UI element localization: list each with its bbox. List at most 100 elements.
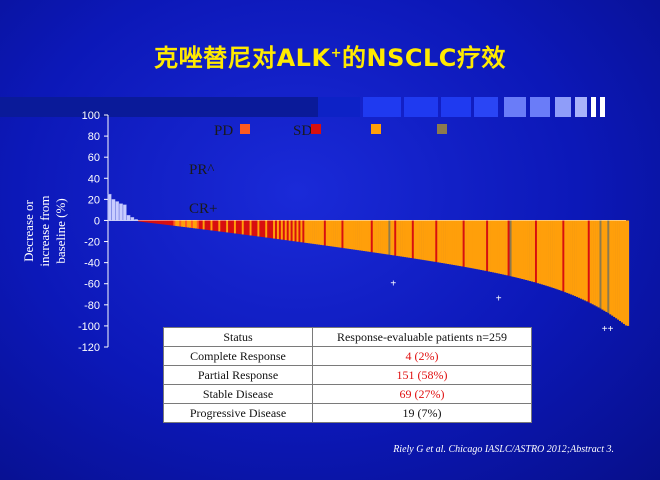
bar-waterfall (368, 220, 372, 252)
bar-waterfall (570, 220, 573, 295)
bar-waterfall (145, 220, 149, 223)
bar-waterfall (312, 220, 315, 244)
citation: Riely G et al. Chicago IASLC/ASTRO 2012;… (393, 444, 614, 455)
bar-waterfall (253, 220, 256, 236)
bar-waterfall (499, 220, 503, 274)
bar-waterfall (427, 220, 430, 261)
bar-waterfall (574, 220, 577, 297)
bar-waterfall (362, 220, 366, 251)
bar-waterfall (308, 220, 311, 244)
bar-waterfall (206, 220, 209, 230)
bar-waterfall (226, 220, 229, 233)
bar-waterfall (617, 220, 620, 320)
bar-waterfall (392, 220, 395, 256)
table-cell-status: Stable Disease (163, 384, 313, 404)
bar-waterfall (624, 220, 628, 326)
bar-waterfall (536, 220, 540, 284)
bar-waterfall (183, 220, 186, 228)
bar-pd (134, 219, 138, 221)
bar-waterfall (439, 220, 442, 263)
bar-waterfall (441, 220, 444, 264)
bar-waterfall (247, 220, 250, 236)
bar-pd (119, 203, 123, 221)
bar-waterfall (425, 220, 428, 261)
bar-waterfall (456, 220, 460, 266)
bar-waterfall (290, 220, 293, 241)
table-row: Complete Response 4 (2%) (163, 346, 532, 366)
bar-waterfall (345, 220, 348, 249)
bar-waterfall (480, 220, 483, 270)
bar-waterfall (161, 220, 164, 225)
y-tick-label: 60 (88, 152, 100, 164)
bar-waterfall (554, 220, 557, 289)
bar-waterfall (233, 220, 237, 234)
bar-waterfall (321, 220, 325, 246)
bar-waterfall (188, 220, 192, 228)
bar-waterfall (478, 220, 481, 270)
chart-annotations: PR^ CR+ (189, 162, 217, 217)
chart-legend: PD SD (214, 123, 447, 139)
bar-waterfall (490, 220, 493, 272)
bar-waterfall (419, 220, 422, 260)
bar-waterfall (323, 220, 327, 246)
y-tick-label: 40 (88, 173, 100, 185)
bar-pd (130, 217, 135, 221)
bar-waterfall (265, 220, 268, 238)
bar-waterfall (364, 220, 368, 252)
bar-waterfall (333, 220, 336, 247)
bar-waterfall (153, 220, 157, 224)
bar-waterfall (165, 220, 168, 225)
bar-waterfall (255, 220, 258, 237)
bar-waterfall (560, 220, 563, 291)
bar-waterfall (447, 220, 450, 264)
bar-waterfall (603, 220, 606, 311)
bar-waterfall (546, 220, 549, 287)
bar-waterfall (319, 220, 323, 245)
bar-waterfall (216, 220, 219, 232)
bar-waterfall (405, 220, 409, 258)
bar-waterfall (556, 220, 559, 290)
table-header-status: Status (163, 327, 313, 347)
bar-waterfall (515, 220, 518, 278)
bar-waterfall (585, 220, 589, 302)
bar-waterfall (222, 220, 225, 232)
bar-waterfall (519, 220, 522, 279)
bar-waterfall (318, 220, 321, 245)
bar-waterfall (218, 220, 221, 232)
bar-waterfall (527, 220, 530, 281)
bar-waterfall (230, 220, 233, 233)
bar-waterfall (351, 220, 354, 250)
bar-waterfall (269, 220, 272, 239)
bar-waterfall (529, 220, 532, 282)
plus-marker: + (496, 293, 502, 304)
table-row: Progressive Disease 19 (7%) (163, 403, 532, 423)
slide-title: 克唑替尼对ALK+的NSCLC疗效 (0, 38, 660, 73)
bar-waterfall (382, 220, 385, 254)
bar-waterfall (302, 220, 305, 243)
bar-waterfall (329, 220, 332, 247)
bar-waterfall (306, 220, 309, 244)
bar-waterfall (507, 220, 510, 276)
bar-waterfall (576, 220, 579, 297)
bar-waterfall (597, 220, 600, 308)
bar-waterfall (394, 220, 397, 256)
bar-waterfall (452, 220, 456, 265)
bar-waterfall (611, 220, 614, 316)
bar-waterfall (566, 220, 569, 293)
bar-waterfall (278, 220, 282, 240)
legend-label: SD (293, 123, 312, 139)
bar-waterfall (220, 220, 223, 232)
bar-waterfall (577, 220, 581, 298)
bar-waterfall (415, 220, 418, 259)
bar-waterfall (572, 220, 575, 296)
bar-waterfall (517, 220, 520, 279)
bar-waterfall (228, 220, 231, 233)
table-cell-status: Partial Response (163, 365, 313, 385)
legend-swatch (371, 124, 381, 134)
bar-waterfall (282, 220, 286, 240)
annotation-label: CR+ (189, 201, 217, 217)
bar-waterfall (251, 220, 254, 236)
bar-waterfall (239, 220, 243, 235)
bar-waterfall (595, 220, 598, 307)
bar-waterfall (583, 220, 587, 301)
